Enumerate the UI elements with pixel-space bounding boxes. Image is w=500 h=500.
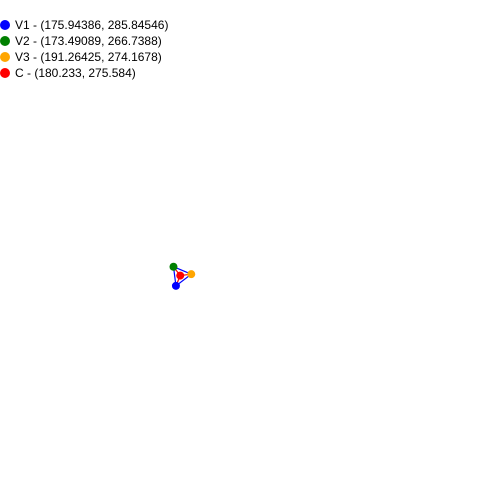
- legend-item-c: C - (180.233, 275.584): [0, 65, 168, 81]
- legend-label-v2: V2 - (173.49089, 266.7388): [15, 34, 162, 48]
- c-dot-icon: [0, 68, 10, 78]
- vertex-v3: [187, 270, 196, 279]
- vertex-v2: [169, 262, 178, 271]
- vertex-c: [176, 271, 185, 280]
- legend-item-v1: V1 - (175.94386, 285.84546): [0, 17, 168, 33]
- v3-dot-icon: [0, 52, 10, 62]
- vertex-markers: [169, 262, 196, 290]
- legend-item-v3: V3 - (191.26425, 274.1678): [0, 49, 168, 65]
- v1-dot-icon: [0, 20, 10, 30]
- legend: V1 - (175.94386, 285.84546) V2 - (173.49…: [0, 17, 168, 81]
- legend-label-c: C - (180.233, 275.584): [15, 66, 136, 80]
- legend-label-v1: V1 - (175.94386, 285.84546): [15, 18, 169, 32]
- legend-label-v3: V3 - (191.26425, 274.1678): [15, 50, 162, 64]
- vertex-v1: [171, 281, 180, 290]
- legend-item-v2: V2 - (173.49089, 266.7388): [0, 33, 168, 49]
- v2-dot-icon: [0, 36, 10, 46]
